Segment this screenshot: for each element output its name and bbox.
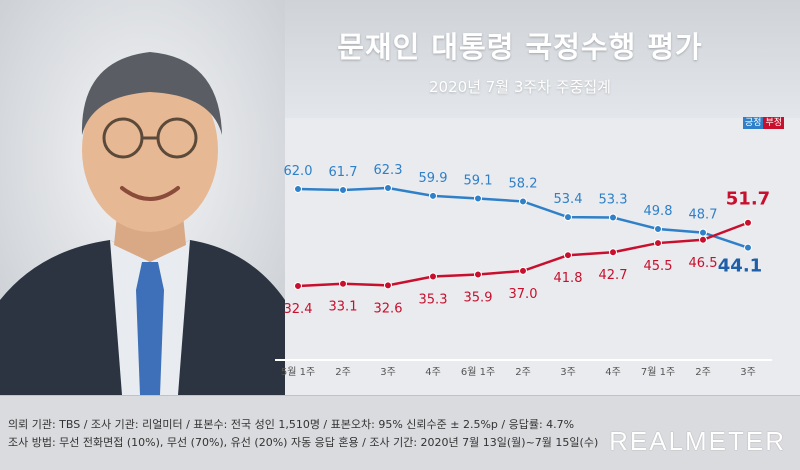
negative-value-label: 32.6 [374,301,403,316]
positive-point [564,213,572,222]
positive-point [699,228,707,237]
legend-negative: 부정 [763,117,784,129]
positive-value-label: 62.3 [374,163,403,178]
footer: 의뢰 기관: TBS / 조사 기관: 리얼미터 / 표본수: 전국 성인 1,… [0,395,800,470]
negative-value-label: 35.3 [419,292,448,307]
x-tick-label: 4주 [605,367,621,378]
positive-point [519,197,527,206]
x-tick-label: 4주 [425,367,441,378]
positive-point [654,224,662,233]
negative-value-label: 51.7 [726,189,770,210]
negative-value-label: 42.7 [599,268,628,283]
x-tick-label: 3주 [560,367,576,378]
legend: 긍정 부정 [742,117,784,129]
x-tick-label: 6월 1주 [461,366,495,378]
negative-value-label: 41.8 [554,271,583,286]
survey-info-line-2: 조사 방법: 무선 전화면접 (10%), 무선 (70%), 유선 (20%)… [8,436,599,449]
negative-line [297,221,749,288]
negative-point [474,270,482,279]
positive-point [429,191,437,200]
negative-point [339,279,347,288]
x-tick-label: 2주 [695,367,711,378]
positive-point [294,184,302,193]
chart-title: 문재인 대통령 국정수행 평가 [337,30,703,64]
negative-point [429,272,437,281]
negative-point [564,251,572,260]
negative-point [609,248,617,257]
brand-logo: REALMETER [609,426,786,456]
x-tick-label: 3주 [740,367,756,378]
negative-value-label: 33.1 [329,300,358,315]
x-tick-label: 5월 1주 [281,366,315,378]
positive-point [474,194,482,203]
negative-value-label: 45.5 [644,259,673,274]
positive-value-label: 49.8 [644,204,673,219]
negative-point [294,282,302,290]
negative-value-label: 46.5 [689,256,718,271]
x-tick-label: 2주 [335,367,351,378]
negative-value-label: 37.0 [509,287,538,302]
label-layer: 62.0 61.7 62.3 59.9 59.1 58.2 53.4 53.3 49.8 48.7… [284,163,771,317]
negative-value-label: 32.4 [284,302,313,317]
positive-value-label: 53.4 [554,192,583,207]
tick-layer: 5월 1주 2주 3주 4주 6월 1주 2주 3주 4주 7월 1주 2주 3주 [281,366,756,378]
negative-point [384,281,392,290]
positive-point [339,185,347,194]
positive-value-label: 44.1 [718,256,762,277]
negative-point [699,235,707,244]
chart-subtitle: 2020년 7월 3주차 주중집계 [429,78,611,96]
positive-value-label: 59.9 [419,171,448,186]
line-chart: 62.0 61.7 62.3 59.9 59.1 58.2 53.4 53.3 49.8 48.7… [275,163,772,378]
positive-point [609,213,617,222]
x-tick-label: 7월 1주 [641,366,675,378]
positive-point [384,184,392,192]
positive-value-label: 61.7 [329,165,358,180]
negative-point [744,218,752,227]
series-layer [294,184,752,290]
positive-point [744,243,752,252]
x-tick-label: 3주 [380,367,396,378]
positive-line [297,186,749,249]
positive-value-label: 59.1 [464,173,493,188]
negative-point [654,239,662,248]
positive-value-label: 62.0 [284,164,313,179]
positive-value-label: 48.7 [689,208,718,223]
survey-info-line-1: 의뢰 기관: TBS / 조사 기관: 리얼미터 / 표본수: 전국 성인 1,… [8,418,575,431]
negative-point [519,266,527,275]
portrait-image [0,0,285,395]
legend-positive: 긍정 [742,117,764,129]
positive-value-label: 53.3 [599,192,628,207]
x-tick-label: 2주 [515,367,531,378]
positive-value-label: 58.2 [509,176,538,191]
negative-value-label: 35.9 [464,291,493,306]
